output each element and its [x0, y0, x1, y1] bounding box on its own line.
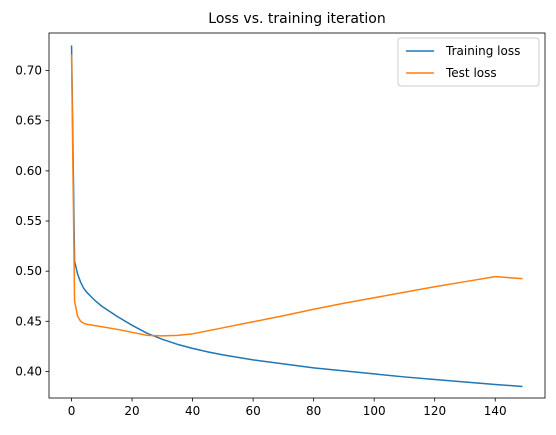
- legend-box: [397, 37, 540, 87]
- x-tick-label: 40: [185, 404, 200, 418]
- x-tick-label: 80: [306, 404, 321, 418]
- y-tick-label: 0.40: [15, 364, 42, 378]
- x-tick-label: 140: [484, 404, 507, 418]
- y-tick-label: 0.60: [15, 164, 42, 178]
- y-tick-label: 0.65: [15, 114, 42, 128]
- y-tick-label: 0.50: [15, 264, 42, 278]
- legend-label: Test loss: [445, 66, 497, 80]
- y-tick-label: 0.45: [15, 314, 42, 328]
- legend-label: Training loss: [445, 44, 520, 58]
- series-line-training-loss: [70, 45, 523, 388]
- axes: 0 20 40 60 80 100 120 140 0.40 0.45 0.50 0.55 0.60 0.…: [15, 32, 546, 418]
- x-tick-label: 100: [363, 404, 386, 418]
- axes-frame: [48, 32, 546, 399]
- x-tick-label: 0: [68, 404, 76, 418]
- x-tick-label: 120: [423, 404, 446, 418]
- x-tick-label: 20: [124, 404, 139, 418]
- legend: Training loss Test loss: [397, 37, 540, 87]
- y-tick-label: 0.55: [15, 214, 42, 228]
- series-line-test-loss: [70, 54, 523, 337]
- chart-title: Loss vs. training iteration: [208, 11, 385, 27]
- x-tick-label: 60: [245, 404, 260, 418]
- y-tick-label: 0.70: [15, 64, 42, 78]
- plot-area: [70, 45, 523, 388]
